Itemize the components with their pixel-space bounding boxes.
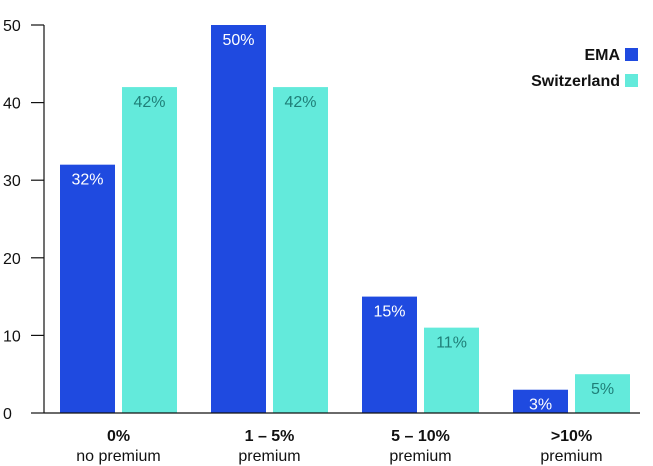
bar-switzerland-3 [575, 374, 630, 413]
x-category-sublabel: premium [389, 448, 451, 465]
y-tick-label: 40 [3, 96, 21, 113]
x-category-sublabel: premium [540, 448, 602, 465]
legend-label-switzerland: Switzerland [531, 73, 620, 90]
bar-data-label: 3% [529, 397, 552, 414]
bar-data-label: 42% [284, 94, 316, 111]
bar-data-label: 50% [222, 32, 254, 49]
bar-switzerland-0 [122, 87, 177, 413]
x-category-label: 1 – 5% [245, 428, 295, 445]
bar-ema-1 [211, 25, 266, 413]
bar-switzerland-1 [273, 87, 328, 413]
x-category-label: 5 – 10% [391, 428, 450, 445]
bar-switzerland-2 [424, 327, 479, 413]
y-axis: 0 10 20 30 40 50 [3, 18, 45, 423]
legend-swatch-switzerland [625, 74, 638, 87]
bars: 32% 42% 50% 42% 15% 11% 3% 5% [60, 25, 630, 414]
y-tick-label: 0 [3, 406, 12, 423]
legend-label-ema: EMA [584, 47, 620, 64]
bar-data-label: 32% [71, 172, 103, 189]
bar-ema-2 [362, 296, 417, 413]
legend: EMA Switzerland [531, 47, 638, 90]
y-tick-label: 30 [3, 173, 21, 190]
bar-ema-0 [60, 164, 115, 413]
y-tick-label: 50 [3, 18, 21, 35]
bar-data-label: 42% [133, 94, 165, 111]
x-category-label: >10% [551, 428, 592, 445]
x-category-sublabel: premium [238, 448, 300, 465]
bar-data-label: 11% [436, 335, 467, 352]
bar-data-label: 15% [373, 304, 405, 321]
x-category-sublabel: no premium [76, 448, 160, 465]
y-tick-label: 20 [3, 251, 21, 268]
bar-data-label: 5% [591, 381, 614, 398]
bar-ema-3 [513, 389, 568, 413]
x-axis-labels: 0% no premium 1 – 5% premium 5 – 10% premium >… [76, 428, 602, 465]
y-tick-label: 10 [3, 328, 21, 345]
x-category-label: 0% [107, 428, 130, 445]
legend-swatch-ema [625, 48, 638, 61]
